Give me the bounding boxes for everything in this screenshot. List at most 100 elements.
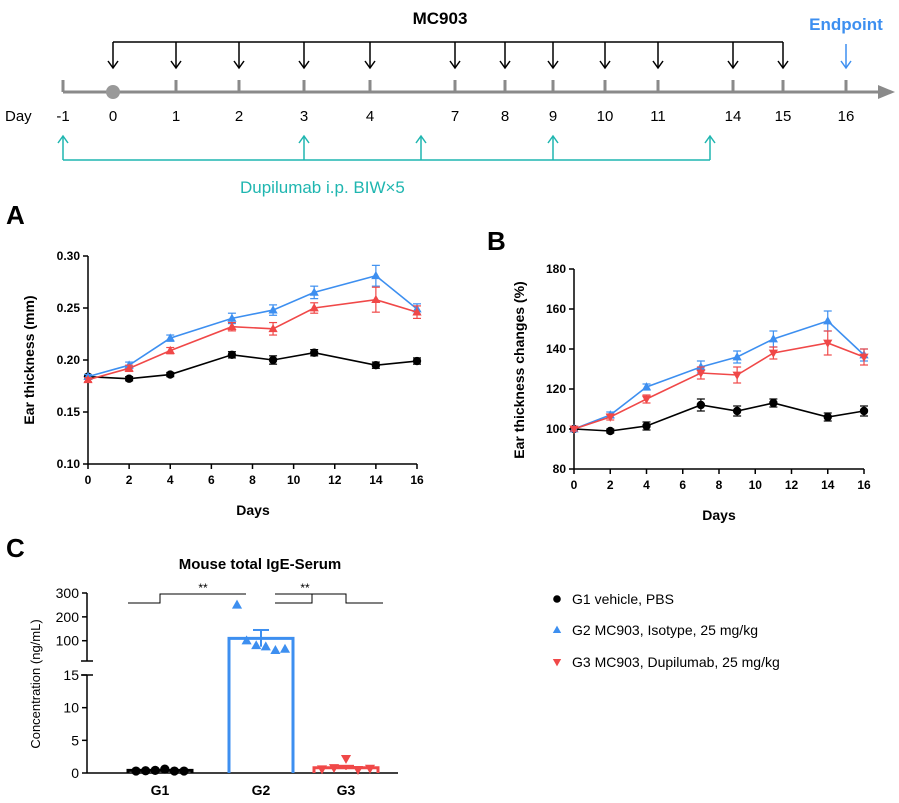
chart-c-xtick-label: G2 xyxy=(252,782,271,798)
chart-a-ylabel: Ear thickness (mm) xyxy=(21,295,37,424)
chart-a-data-point xyxy=(309,287,319,296)
chart-a-ear-thickness: Days Ear thickness (mm) 0.10 0.15 0.20 0.25… xyxy=(21,249,424,518)
mc903-arrow-head xyxy=(364,60,376,70)
timeline-marks: -1 0 1 2 3 4 7 8 9 10 11 14 15 16 xyxy=(56,41,895,161)
chart-c-bar xyxy=(227,636,295,773)
chart-a-series-line xyxy=(87,298,418,381)
chart-a-xlabel: Days xyxy=(236,502,270,518)
chart-b-data-point xyxy=(696,362,706,371)
chart-b-ytick-label: 140 xyxy=(546,342,566,356)
timeline-day-label: 14 xyxy=(725,108,742,125)
chart-c-data-point xyxy=(364,764,376,774)
timeline: MC903 Endpoint Day Dupilumab i.p. BIW×5 … xyxy=(5,9,895,197)
timeline-day-label: 16 xyxy=(838,108,855,125)
chart-a-data-point xyxy=(83,374,93,384)
chart-a-xtick-label: 10 xyxy=(287,473,301,487)
timeline-day-label: 11 xyxy=(650,108,666,125)
chart-b-xtick-label: 2 xyxy=(607,478,614,492)
chart-b-data-point xyxy=(823,316,833,325)
chart-a-xtick-label: 6 xyxy=(208,473,215,487)
chart-a-data-point xyxy=(124,363,134,372)
dose-arrow-head xyxy=(704,134,716,144)
timeline-day-label: 8 xyxy=(501,108,509,125)
timeline-start-dot xyxy=(106,85,120,99)
chart-b-data-point xyxy=(696,369,706,378)
endpoint-arrow-head xyxy=(840,60,852,70)
chart-a-data-point xyxy=(371,270,381,280)
legend-label: G1 vehicle, PBS xyxy=(572,591,674,607)
mc903-arrow-head xyxy=(107,60,119,70)
dose-arrow-head xyxy=(415,134,427,144)
chart-b-data-point xyxy=(641,382,652,391)
chart-b-series-line xyxy=(573,402,865,432)
chart-c-bracket-line xyxy=(128,593,246,604)
chart-b-ytick-label: 100 xyxy=(546,422,566,436)
chart-a-data-point xyxy=(268,305,278,314)
chart-c-significance-bracket: ** xyxy=(128,581,246,604)
chart-c-data-point xyxy=(260,641,271,651)
chart-c-xtick-label: G1 xyxy=(151,782,170,798)
panel-label-b: B xyxy=(487,226,506,256)
timeline-day-label: 10 xyxy=(597,108,614,125)
timeline-title: MC903 xyxy=(413,9,468,28)
chart-c-ytick-label: 0 xyxy=(71,765,79,781)
chart-c-bracket-line xyxy=(275,593,313,604)
chart-a-ytick-label: 0.25 xyxy=(57,301,81,315)
chart-b-xtick-label: 8 xyxy=(716,478,723,492)
chart-b-data-point xyxy=(732,371,742,380)
chart-b-xtick-label: 0 xyxy=(571,478,578,492)
chart-c-significance-bracket: ** xyxy=(275,581,383,604)
chart-b-xtick-label: 4 xyxy=(643,478,650,492)
chart-b-plot: 80 100 120 140 160 180 0 2 4 6 8 10 12 14 16 xyxy=(546,262,871,492)
chart-a-data-point xyxy=(309,348,319,357)
mc903-arrow-head xyxy=(727,60,739,70)
chart-c-data-point xyxy=(160,764,170,774)
chart-a-xtick-label: 0 xyxy=(85,473,92,487)
chart-b-data-point xyxy=(859,406,869,416)
mc903-arrow-head xyxy=(777,60,789,70)
timeline-day-label: 15 xyxy=(775,108,792,125)
chart-b-data-point xyxy=(605,413,615,422)
chart-c-plot: 0 5 10 15 100 200 300 G1 G2 G3 ** ** xyxy=(56,581,398,798)
chart-a-data-point xyxy=(166,370,175,379)
chart-c-data-point xyxy=(352,766,364,776)
chart-b-ear-thickness-changes: Days Ear thickness changes (%) 801001201… xyxy=(511,262,871,523)
legend-marker xyxy=(552,625,562,634)
legend-item: G1 vehicle, PBS xyxy=(553,591,674,607)
chart-a-series-line xyxy=(87,351,418,380)
chart-c-data-point xyxy=(179,766,189,776)
endpoint-label: Endpoint xyxy=(809,15,883,34)
chart-a-data-point xyxy=(412,307,422,316)
chart-a-ytick-label: 0.15 xyxy=(57,405,81,419)
chart-b-data-point xyxy=(732,406,742,416)
chart-c-ytick-label: 5 xyxy=(71,732,79,748)
legend-marker xyxy=(553,595,561,603)
chart-b-ytick-label: 80 xyxy=(553,462,567,476)
chart-b-data-point xyxy=(569,425,579,434)
chart-b-data-point xyxy=(768,334,778,343)
chart-a-data-point xyxy=(309,303,319,312)
chart-a-data-point xyxy=(227,313,237,322)
chart-b-data-point xyxy=(732,352,742,361)
chart-c-data-point xyxy=(131,766,141,776)
dose-arrow-head xyxy=(547,134,559,144)
dose-arrow-head xyxy=(57,134,69,144)
legend-label: G3 MC903, Dupilumab, 25 mg/kg xyxy=(572,654,780,670)
chart-a-data-point xyxy=(227,350,237,359)
timeline-day-label: 0 xyxy=(109,108,117,125)
chart-c-ige-serum: Mouse total IgE-Serum Concentration (ng/… xyxy=(28,556,398,798)
chart-a-data-point xyxy=(412,356,422,366)
chart-b-data-point xyxy=(696,400,706,410)
chart-a-xtick-label: 14 xyxy=(369,473,383,487)
dose-label: Dupilumab i.p. BIW×5 xyxy=(240,178,405,197)
chart-c-data-point xyxy=(279,643,291,653)
chart-c-data-point xyxy=(169,766,179,776)
chart-c-ytick-label: 300 xyxy=(56,585,80,601)
chart-b-series-line xyxy=(573,320,865,430)
chart-b-data-point xyxy=(641,395,652,404)
chart-c-title: Mouse total IgE-Serum xyxy=(179,556,342,573)
timeline-day-label: 2 xyxy=(235,108,243,125)
chart-c-data-point xyxy=(340,754,352,764)
chart-b-ylabel: Ear thickness changes (%) xyxy=(511,281,527,458)
